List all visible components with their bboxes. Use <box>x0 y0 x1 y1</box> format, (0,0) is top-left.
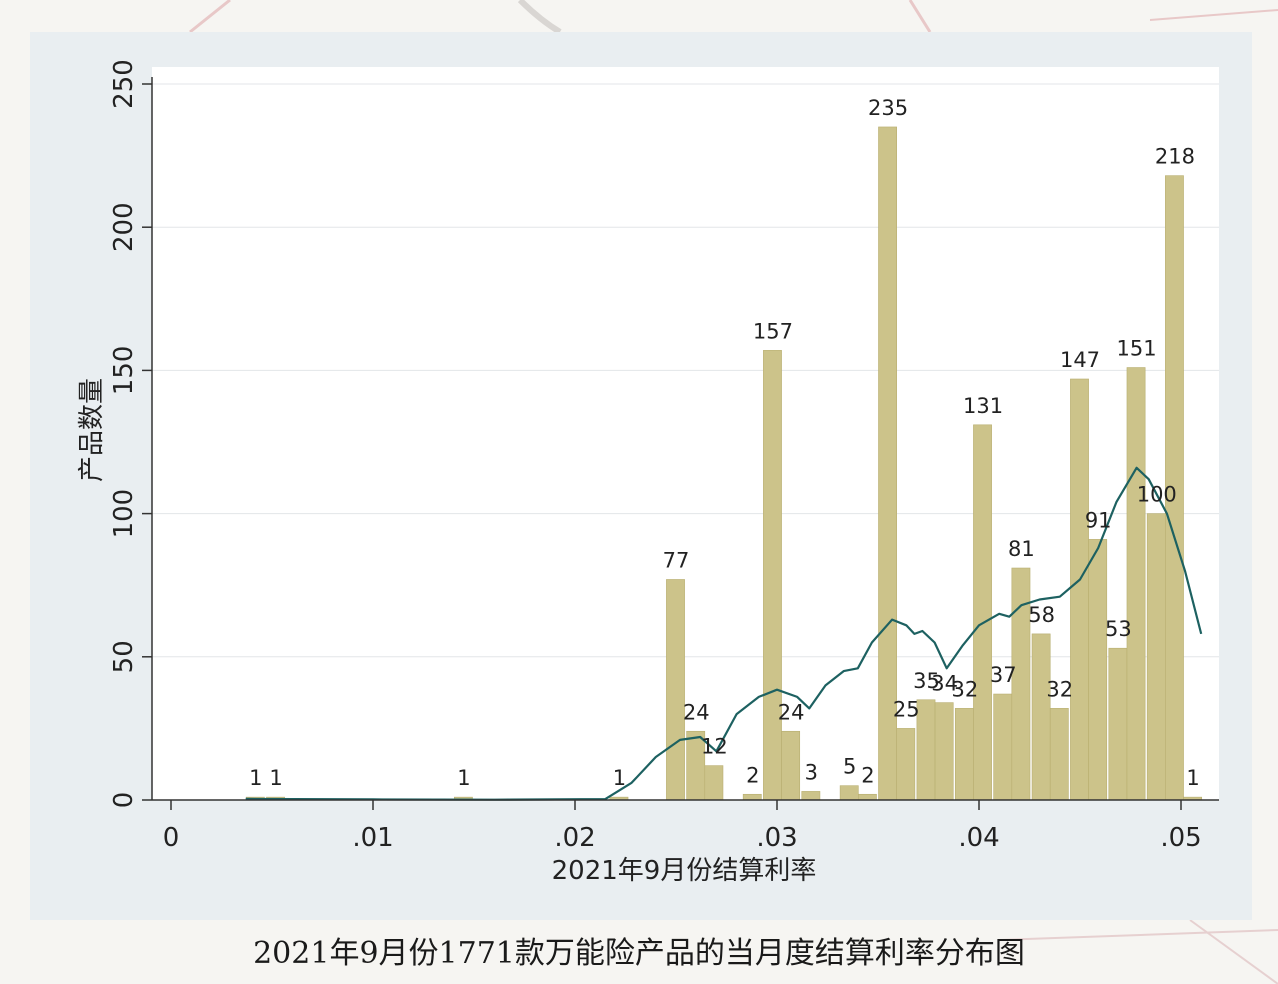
bar-label-1: 1 <box>269 766 282 790</box>
bar-label-21: 58 <box>1028 603 1055 627</box>
bar-label-6: 12 <box>701 735 728 759</box>
bar-4 <box>666 579 685 801</box>
bar-24 <box>1088 539 1108 801</box>
bar-label-19: 37 <box>990 663 1017 687</box>
bar-label-9: 24 <box>778 700 805 724</box>
x-tick-label: 0 <box>163 823 180 853</box>
bar-6 <box>704 765 724 801</box>
bar-22 <box>1049 708 1069 801</box>
bar-26 <box>1126 367 1146 801</box>
bar-label-8: 157 <box>753 319 793 343</box>
bar-10 <box>801 791 821 801</box>
bar-label-22: 32 <box>1046 677 1073 701</box>
x-tick-label: .04 <box>958 823 999 853</box>
bar-16 <box>934 702 954 801</box>
bar-label-25: 53 <box>1105 617 1132 641</box>
bar-19 <box>993 693 1013 801</box>
y-tick-label: 50 <box>109 640 139 673</box>
bar-27 <box>1146 513 1166 801</box>
bar-label-17: 32 <box>951 677 978 701</box>
bar-9 <box>781 730 801 801</box>
bar-label-20: 81 <box>1008 537 1035 561</box>
bar-label-13: 235 <box>868 96 908 120</box>
x-tick-label: .02 <box>554 823 595 853</box>
bar-label-15: 35 <box>913 669 940 693</box>
density-curve <box>245 466 1203 801</box>
x-tick-label: .03 <box>756 823 797 853</box>
bar-12 <box>858 793 877 801</box>
bar-label-23: 147 <box>1060 348 1100 372</box>
bar-label-7: 2 <box>746 763 759 787</box>
bar-label-29: 1 <box>1186 766 1199 790</box>
bar-label-5: 24 <box>683 700 710 724</box>
bar-label-10: 3 <box>805 760 818 784</box>
bar-18 <box>973 424 992 801</box>
y-axis-label: 产品数量 <box>77 378 107 482</box>
bar-8 <box>763 350 782 801</box>
y-tick-label: 100 <box>109 489 139 539</box>
bar-label-26: 151 <box>1117 337 1157 361</box>
bar-label-14: 25 <box>893 697 920 721</box>
bar-11 <box>839 785 859 801</box>
bar-label-24: 91 <box>1085 508 1112 532</box>
y-tick-label: 0 <box>109 792 139 809</box>
bar-14 <box>896 728 916 801</box>
y-tick-label: 250 <box>109 59 139 109</box>
bar-21 <box>1031 633 1051 801</box>
x-tick-label: .05 <box>1160 823 1201 853</box>
bar-label-3: 1 <box>613 766 626 790</box>
y-tick-label: 150 <box>109 346 139 396</box>
x-axis-label: 2021年9月份结算利率 <box>552 856 817 886</box>
bar-label-11: 5 <box>843 755 856 779</box>
x-tick-label: .01 <box>352 823 393 853</box>
bar-7 <box>742 793 762 801</box>
axes: 0 50 100 150 200 250 0 .01 .02 .03 .04 .05 <box>109 59 1219 853</box>
bars <box>245 126 1203 801</box>
bar-label-28: 218 <box>1155 145 1195 169</box>
figure-caption: 2021年9月份1771款万能险产品的当月度结算利率分布图 <box>253 936 1025 971</box>
bar-17 <box>954 708 974 801</box>
bar-25 <box>1108 647 1128 801</box>
bar-label-18: 131 <box>963 394 1003 418</box>
y-tick-label: 200 <box>109 202 139 252</box>
bar-label-16: 34 <box>931 672 958 696</box>
bar-label-4: 77 <box>663 548 690 572</box>
bar-23 <box>1070 378 1089 801</box>
bar-label-0: 1 <box>249 766 262 790</box>
bar-label-2: 1 <box>457 766 470 790</box>
bar-label-27: 100 <box>1137 483 1177 507</box>
bar-label-12: 2 <box>861 763 874 787</box>
chart-panel: 1 1 1 1 77 24 12 2 157 24 3 5 2 235 25 35 34 32 131 37 81 58 3… <box>30 32 1252 920</box>
density-curve-layer <box>245 466 1203 801</box>
